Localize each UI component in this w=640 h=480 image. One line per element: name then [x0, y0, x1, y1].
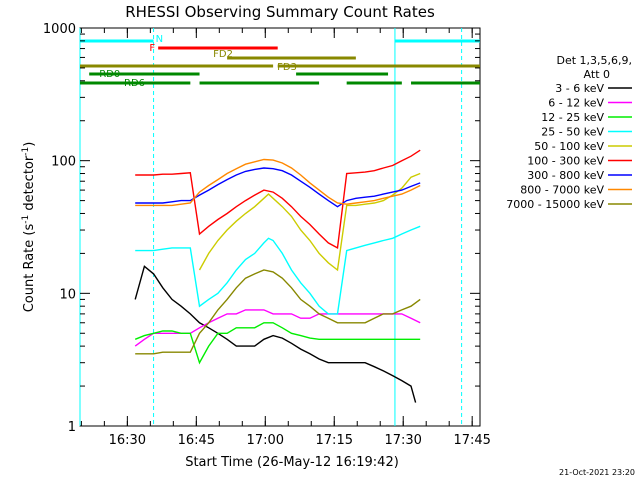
vertical-markers	[79, 28, 463, 426]
y-axis-label-part-3: )	[22, 142, 37, 147]
y-axis-label-part-2: detector	[22, 155, 37, 215]
legend-entry-label-5: 50 - 100 keV	[534, 140, 604, 153]
y-axis-label: Count Rate (s-1 detector-1)	[21, 142, 37, 313]
series-lines	[134, 149, 421, 403]
y-tick-label: 100	[51, 155, 76, 170]
series-line-1	[134, 265, 417, 403]
series-line-4	[135, 225, 421, 315]
y-axis-label-exp-2: -1	[21, 147, 31, 156]
chart-title: RHESSI Observing Summary Count Rates	[125, 3, 435, 21]
legend-entry-label-8: 800 - 7000 keV	[520, 184, 604, 197]
x-tick-label: 17:00	[247, 433, 284, 448]
legend-header-line-1: Det 1,3,5,6,9,	[556, 54, 632, 67]
series-line-8	[135, 158, 421, 207]
state-bar-label-n: N	[156, 34, 163, 45]
legend-entry-label-3: 12 - 25 keV	[541, 111, 604, 124]
footer-date: 21-Oct-2021 23:20	[559, 468, 635, 477]
y-tick-label: 10	[59, 287, 76, 302]
y-axis-label-part-1: Count Rate (s	[22, 224, 37, 313]
legend-entry-label-7: 300 - 800 keV	[527, 169, 604, 182]
y-axis: 1 10 100 1000	[43, 22, 480, 435]
legend-entry-label-4: 25 - 50 keV	[541, 126, 604, 139]
y-tick-label: 1000	[43, 22, 76, 37]
series-line-7	[135, 167, 421, 208]
legend-header-line-2: Att 0	[584, 68, 610, 81]
x-axis: 16:30 16:45 17:00 17:15 17:30 17:45	[80, 28, 491, 448]
state-bar-label-f: F	[149, 43, 155, 54]
x-tick-label: 16:30	[109, 433, 146, 448]
series-line-5	[198, 172, 421, 272]
series-line-3	[134, 322, 421, 365]
legend-entry-label-1: 3 - 6 keV	[555, 82, 604, 95]
series-line-6	[135, 149, 421, 250]
y-tick-label: 1	[68, 420, 76, 435]
series-line-9	[135, 269, 421, 355]
x-tick-label: 17:45	[453, 433, 490, 448]
plot-area: NF FD2 FD3 RD0 RD6 1 10 100 1000 16:30 16:45 17:0…	[43, 22, 491, 448]
legend-entry-label-6: 100 - 300 keV	[527, 155, 604, 168]
legend: Det 1,3,5,6,9, Att 0 3 - 6 keV 6 - 12 keV…	[506, 54, 632, 211]
y-axis-label-exp-1: -1	[21, 215, 31, 224]
x-tick-label: 16:45	[178, 433, 215, 448]
x-axis-label: Start Time (26-May-12 16:19:42)	[185, 455, 399, 470]
legend-entry-label-9: 7000 - 15000 keV	[506, 198, 604, 211]
state-bar-label-rd6: RD6	[124, 78, 145, 89]
x-tick-label: 17:30	[384, 433, 421, 448]
state-bars: NF FD2 FD3 RD0 RD6	[80, 34, 480, 89]
legend-entry-label-2: 6 - 12 keV	[548, 97, 604, 110]
state-bar-label-rd0: RD0	[99, 69, 120, 80]
state-bar-label-fd3: FD3	[277, 62, 297, 73]
x-tick-label: 17:15	[316, 433, 353, 448]
state-bar-label-fd2: FD2	[213, 49, 233, 60]
